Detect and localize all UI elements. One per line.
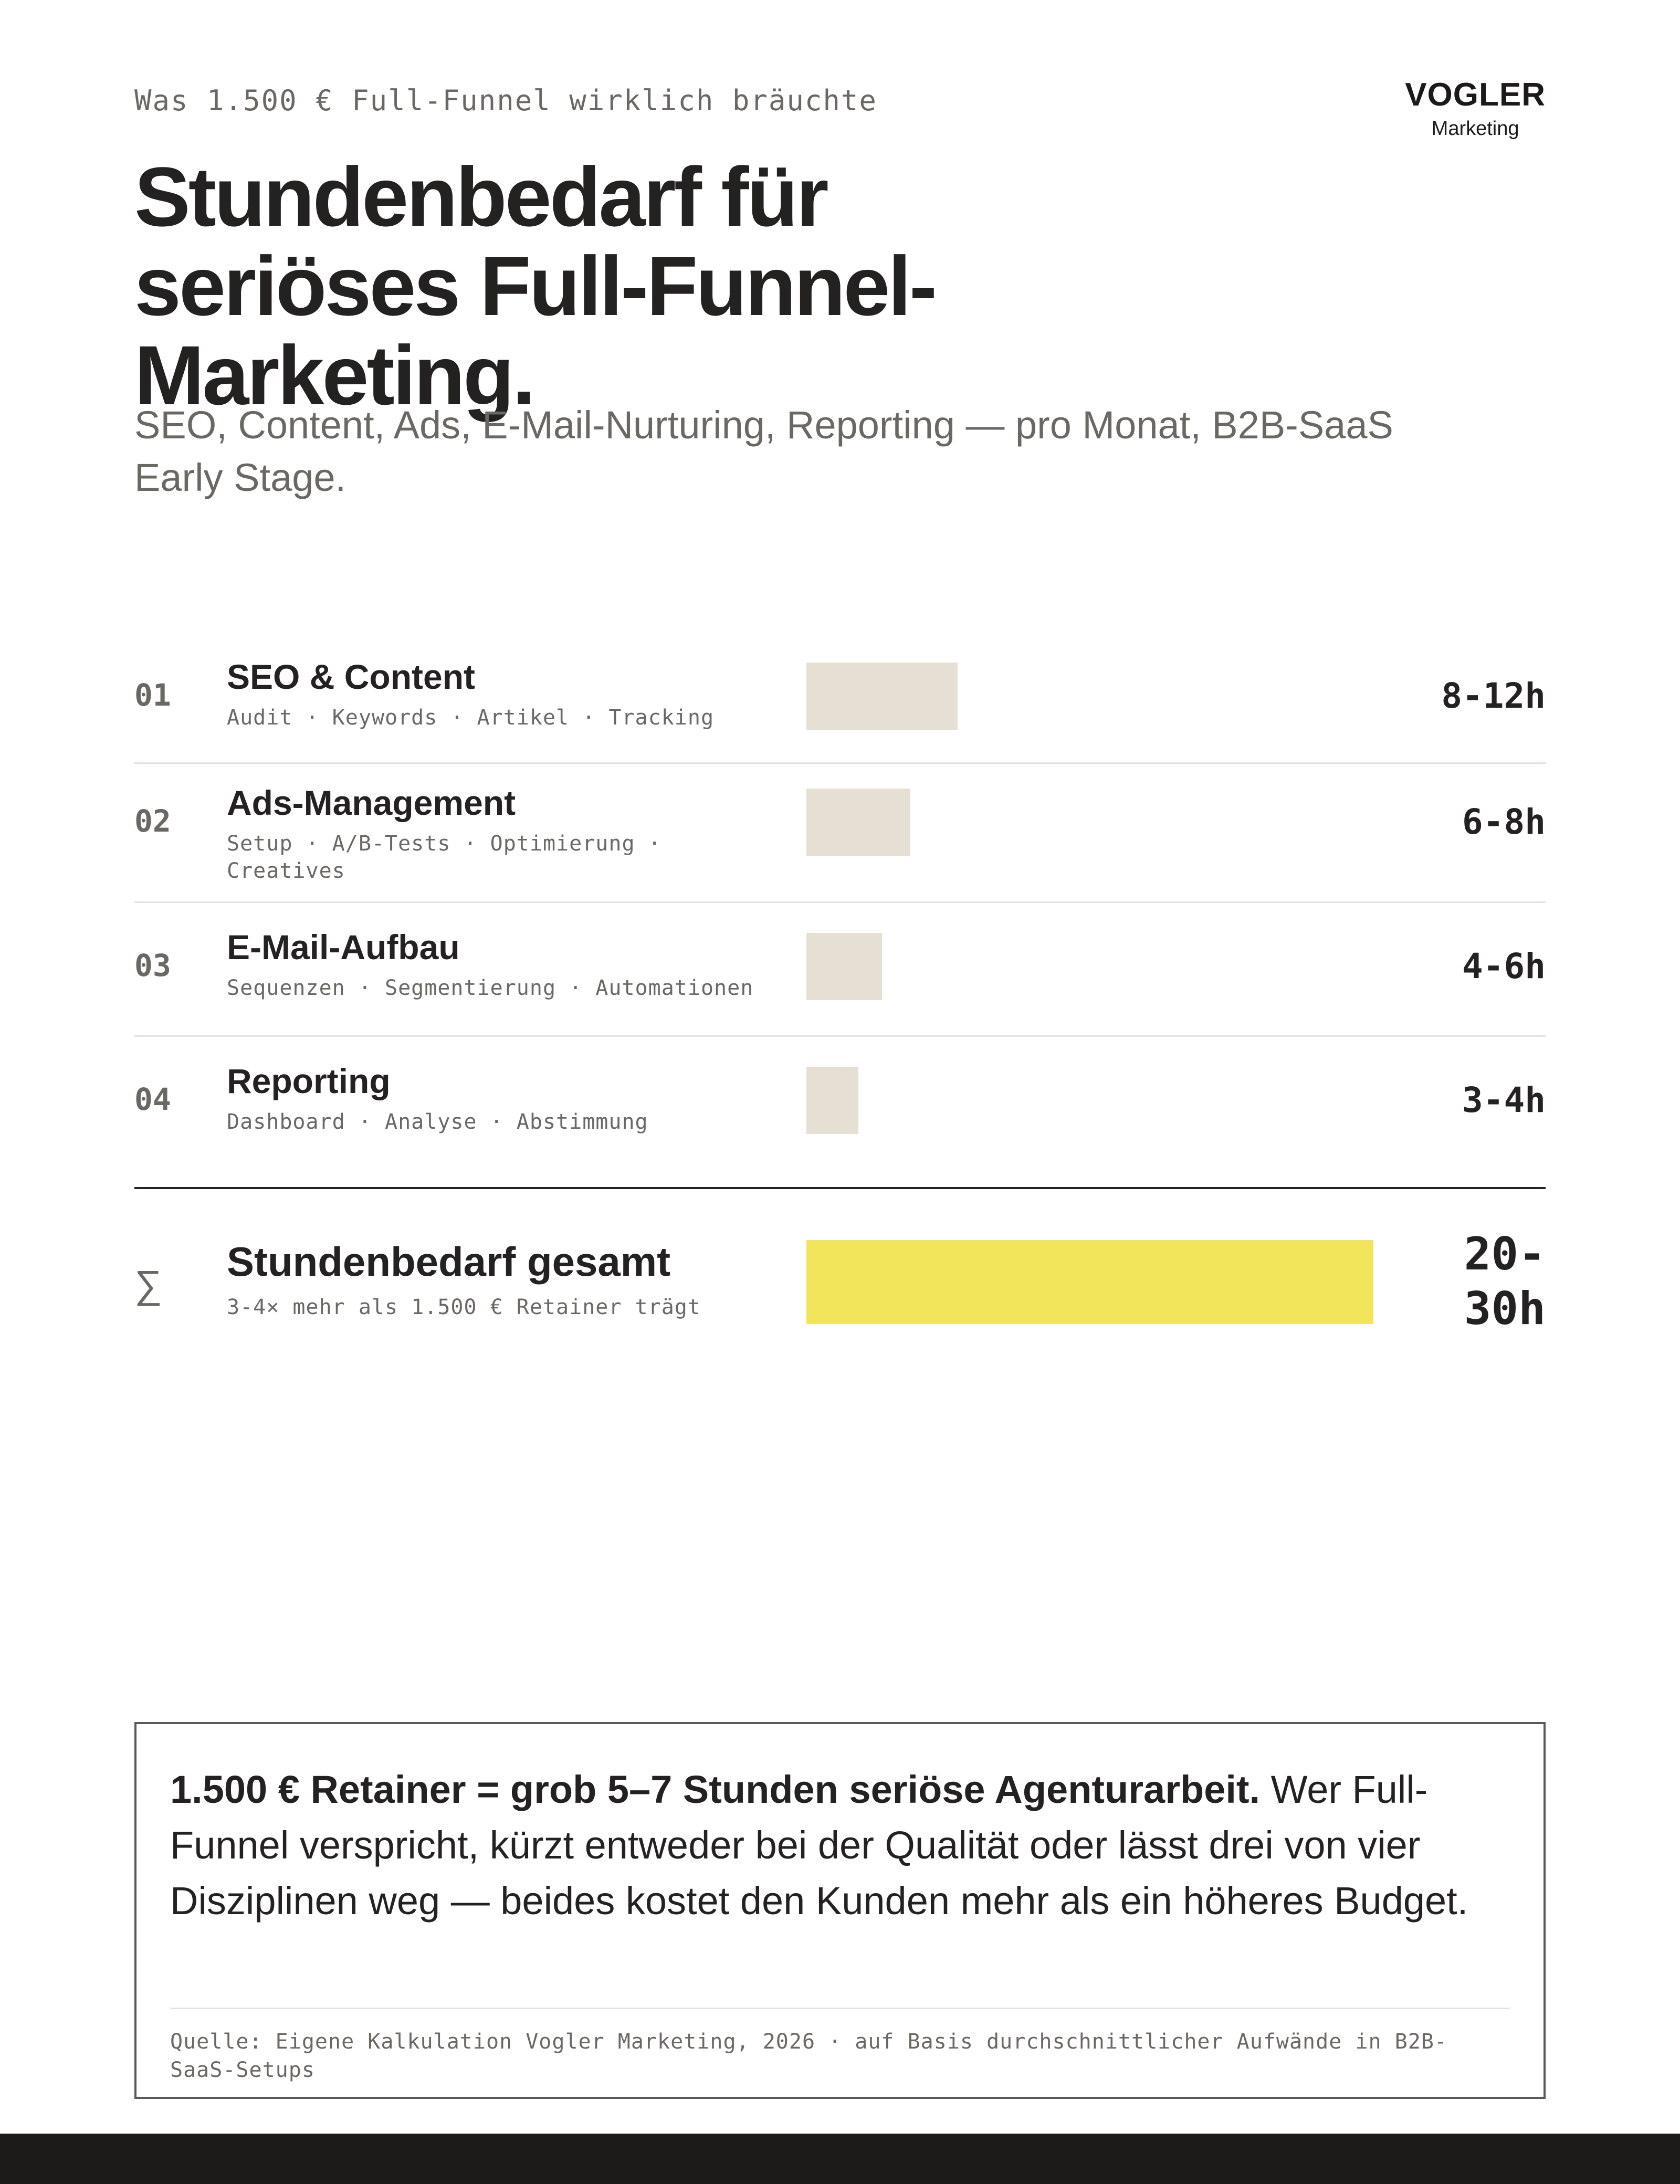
value-label: 3-4h	[1462, 1080, 1546, 1120]
subtitle-line: Early Stage.	[134, 456, 346, 499]
page-title: Stundenbedarf für seriöses Full-Funnel- …	[134, 152, 1027, 420]
callout-body: Wer Full-Funnel verspricht, kürzt entwed…	[170, 1768, 1468, 1923]
row-divider	[134, 762, 1546, 764]
logo-name: VOGLER	[1405, 77, 1546, 113]
total-bar	[806, 1240, 1373, 1324]
hours-bar-chart: 01 SEO & Content Audit · Keywords · Artike…	[134, 657, 1546, 1335]
callout-divider	[170, 2008, 1510, 2009]
row-number: 01	[134, 677, 171, 713]
logo-sub: Marketing	[1431, 118, 1519, 140]
row-number: 03	[134, 948, 171, 983]
row-number: 02	[134, 803, 171, 839]
title-line: Marketing.	[134, 328, 536, 422]
bar	[806, 789, 910, 856]
bar	[806, 1067, 858, 1134]
callout-bold: 1.500 € Retainer = grob 5–7 Stunden seri…	[170, 1768, 1261, 1811]
bar	[806, 933, 882, 1000]
subtitle-line: SEO, Content, Ads, E-Mail-Nurturing, Rep…	[134, 403, 1393, 447]
callout-box: 1.500 € Retainer = grob 5–7 Stunden seri…	[134, 1722, 1546, 2099]
total-label: Stundenbedarf gesamt	[227, 1238, 670, 1285]
subtitle: SEO, Content, Ads, E-Mail-Nurturing, Rep…	[134, 399, 1499, 504]
row-label: E-Mail-Aufbau	[227, 928, 460, 967]
footer-bar	[0, 2134, 1680, 2184]
brand-logo: VOGLER Marketing	[1405, 79, 1546, 139]
total-value-label: 30h	[1464, 1283, 1546, 1335]
total-detail: 3-4× mehr als 1.500 € Retainer trägt	[227, 1295, 701, 1319]
title-line: seriöses Full-Funnel-	[134, 239, 937, 333]
row-divider	[134, 901, 1546, 903]
sum-symbol: ∑	[134, 1263, 162, 1306]
bar	[806, 663, 958, 730]
row-label: Ads-Management	[227, 783, 516, 822]
title-line: Stundenbedarf für	[134, 150, 829, 244]
callout-text: 1.500 € Retainer = grob 5–7 Stunden seri…	[170, 1724, 1514, 1929]
total-divider	[134, 1187, 1546, 1189]
source-note: Quelle: Eigene Kalkulation Vogler Market…	[170, 2030, 1447, 2082]
row-detail: Creatives	[227, 859, 345, 883]
row-detail: Dashboard · Analyse · Abstimmung	[227, 1110, 648, 1134]
row-divider	[134, 1035, 1546, 1037]
row-number: 04	[134, 1082, 171, 1117]
row-detail: Sequenzen · Segmentierung · Automationen	[227, 976, 753, 1000]
value-label: 6-8h	[1462, 802, 1546, 842]
row-label: Reporting	[227, 1062, 391, 1100]
value-label: 8-12h	[1441, 676, 1546, 716]
total-value-label: 20-	[1464, 1228, 1546, 1280]
row-label: SEO & Content	[227, 657, 475, 696]
value-label: 4-6h	[1462, 946, 1546, 986]
row-detail: Setup · A/B-Tests · Optimierung ·	[227, 832, 662, 856]
eyebrow: Was 1.500 € Full-Funnel wirklich bräucht…	[134, 84, 877, 117]
row-detail: Audit · Keywords · Artikel · Tracking	[227, 706, 714, 730]
